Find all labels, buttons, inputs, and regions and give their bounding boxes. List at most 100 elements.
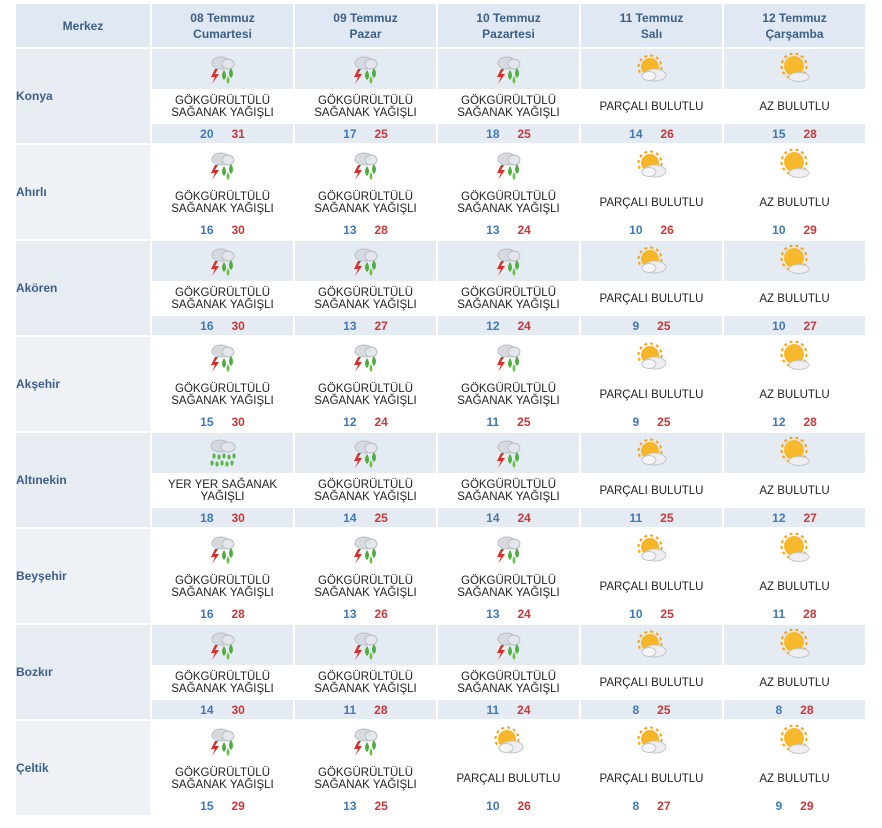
max-temp: 28 xyxy=(803,126,817,141)
temperature-pair: 11 28 xyxy=(295,700,436,719)
partly-cloudy-icon xyxy=(438,721,579,761)
forecast-cell: GÖKGÜRÜLTÜLÜ SAĞANAK YAĞIŞLI 13 24 xyxy=(437,527,581,624)
temperature-pair: 14 25 xyxy=(295,508,436,527)
min-temp: 16 xyxy=(200,318,214,333)
min-temp: 11 xyxy=(486,702,500,717)
condition-label: GÖKGÜRÜLTÜLÜ SAĞANAK YAĞIŞLI xyxy=(438,569,579,604)
min-temp: 10 xyxy=(629,222,643,237)
day-weekday: Salı xyxy=(640,26,663,41)
city-name[interactable]: Ahırlı xyxy=(16,143,152,240)
city-name[interactable]: Akşehir xyxy=(16,335,152,432)
city-row: Altınekin YER YER SAĞANAK YAĞIŞLI 18 30 GÖKG… xyxy=(16,431,867,528)
thunder-rain-icon xyxy=(438,49,579,89)
condition-label: PARÇALI BULUTLU xyxy=(581,281,722,316)
forecast-cell: AZ BULUTLU 10 29 xyxy=(723,143,867,240)
max-temp: 27 xyxy=(657,798,671,813)
max-temp: 27 xyxy=(803,318,817,333)
forecast-cell: GÖKGÜRÜLTÜLÜ SAĞANAK YAĞIŞLI 13 28 xyxy=(294,143,438,240)
condition-label: PARÇALI BULUTLU xyxy=(581,473,722,508)
city-name[interactable]: Çeltik xyxy=(16,719,152,815)
thunder-rain-icon xyxy=(295,337,436,377)
condition-label: GÖKGÜRÜLTÜLÜ SAĞANAK YAĞIŞLI xyxy=(295,569,436,604)
city-name[interactable]: Akören xyxy=(16,239,152,336)
thunder-rain-icon xyxy=(295,49,436,89)
day-date: 11 Temmuz xyxy=(619,10,684,25)
day-date: 09 Temmuz xyxy=(333,10,398,25)
temperature-pair: 8 28 xyxy=(724,700,865,719)
min-temp: 18 xyxy=(486,126,500,141)
min-temp: 13 xyxy=(343,318,357,333)
condition-label: PARÇALI BULUTLU xyxy=(581,89,722,124)
forecast-cell: GÖKGÜRÜLTÜLÜ SAĞANAK YAĞIŞLI 11 25 xyxy=(437,335,581,432)
thunder-rain-icon xyxy=(438,145,579,185)
thunder-rain-icon xyxy=(152,529,293,569)
max-temp: 26 xyxy=(374,606,388,621)
thunder-rain-icon xyxy=(438,241,579,281)
mostly-sunny-icon xyxy=(724,145,865,185)
city-row: Bozkır GÖKGÜRÜLTÜLÜ SAĞANAK YAĞIŞLI 14 30 GÖ… xyxy=(16,623,867,720)
max-temp: 24 xyxy=(517,606,531,621)
temperature-pair: 16 28 xyxy=(152,604,293,623)
thunder-rain-icon xyxy=(295,721,436,761)
max-temp: 25 xyxy=(374,798,388,813)
max-temp: 24 xyxy=(517,702,531,717)
temperature-pair: 13 24 xyxy=(438,604,579,623)
temperature-pair: 8 27 xyxy=(581,796,722,815)
max-temp: 27 xyxy=(374,318,388,333)
city-row: Ahırlı GÖKGÜRÜLTÜLÜ SAĞANAK YAĞIŞLI 16 30 GÖ… xyxy=(16,143,867,240)
temperature-pair: 18 25 xyxy=(438,124,579,143)
forecast-cell: PARÇALI BULUTLU 8 25 xyxy=(580,623,724,720)
min-temp: 13 xyxy=(486,606,500,621)
max-temp: 25 xyxy=(374,510,388,525)
max-temp: 25 xyxy=(517,126,531,141)
min-temp: 13 xyxy=(343,798,357,813)
condition-label: GÖKGÜRÜLTÜLÜ SAĞANAK YAĞIŞLI xyxy=(295,665,436,700)
city-row: Çeltik GÖKGÜRÜLTÜLÜ SAĞANAK YAĞIŞLI 15 29 GÖ… xyxy=(16,719,867,815)
max-temp: 28 xyxy=(800,702,814,717)
forecast-cell: PARÇALI BULUTLU 10 25 xyxy=(580,527,724,624)
temperature-pair: 16 30 xyxy=(152,316,293,335)
forecast-cell: GÖKGÜRÜLTÜLÜ SAĞANAK YAĞIŞLI 13 25 xyxy=(294,719,438,815)
forecast-cell: GÖKGÜRÜLTÜLÜ SAĞANAK YAĞIŞLI 12 24 xyxy=(437,239,581,336)
max-temp: 28 xyxy=(374,702,388,717)
forecast-cell: GÖKGÜRÜLTÜLÜ SAĞANAK YAĞIŞLI 14 25 xyxy=(294,431,438,528)
mostly-sunny-icon xyxy=(724,241,865,281)
temperature-pair: 13 28 xyxy=(295,220,436,239)
min-temp: 8 xyxy=(632,702,640,717)
min-temp: 14 xyxy=(486,510,500,525)
min-temp: 13 xyxy=(343,606,357,621)
min-temp: 17 xyxy=(343,126,357,141)
day-date: 10 Temmuz xyxy=(476,10,541,25)
day-header: 08 Temmuz Cumartesi xyxy=(151,4,295,48)
mostly-sunny-icon xyxy=(724,625,865,665)
thunder-rain-icon xyxy=(152,625,293,665)
day-header: 09 Temmuz Pazar xyxy=(294,4,438,48)
temperature-pair: 12 24 xyxy=(295,412,436,431)
min-temp: 16 xyxy=(200,606,214,621)
city-name[interactable]: Altınekin xyxy=(16,431,152,528)
temperature-pair: 8 25 xyxy=(581,700,722,719)
city-name[interactable]: Beyşehir xyxy=(16,527,152,624)
forecast-cell: GÖKGÜRÜLTÜLÜ SAĞANAK YAĞIŞLI 16 30 xyxy=(151,143,295,240)
city-name[interactable]: Konya xyxy=(16,47,152,144)
forecast-cell: PARÇALI BULUTLU 8 27 xyxy=(580,719,724,815)
thunder-rain-icon xyxy=(152,337,293,377)
day-weekday: Çarşamba xyxy=(765,26,824,41)
max-temp: 28 xyxy=(374,222,388,237)
day-date: 12 Temmuz xyxy=(762,10,827,25)
thunder-rain-icon xyxy=(152,241,293,281)
min-temp: 18 xyxy=(200,510,214,525)
thunder-rain-icon xyxy=(295,529,436,569)
min-temp: 12 xyxy=(772,414,786,429)
mostly-sunny-icon xyxy=(724,529,865,569)
forecast-cell: GÖKGÜRÜLTÜLÜ SAĞANAK YAĞIŞLI 18 25 xyxy=(437,47,581,144)
day-weekday: Pazartesi xyxy=(482,26,535,41)
day-weekday: Cumartesi xyxy=(193,26,252,41)
header-row: Merkez 08 Temmuz Cumartesi 09 Temmuz Pazar… xyxy=(16,4,867,48)
city-name[interactable]: Bozkır xyxy=(16,623,152,720)
forecast-cell: PARÇALI BULUTLU 9 25 xyxy=(580,239,724,336)
condition-label: PARÇALI BULUTLU xyxy=(581,377,722,412)
max-temp: 28 xyxy=(803,606,817,621)
forecast-cell: GÖKGÜRÜLTÜLÜ SAĞANAK YAĞIŞLI 14 24 xyxy=(437,431,581,528)
